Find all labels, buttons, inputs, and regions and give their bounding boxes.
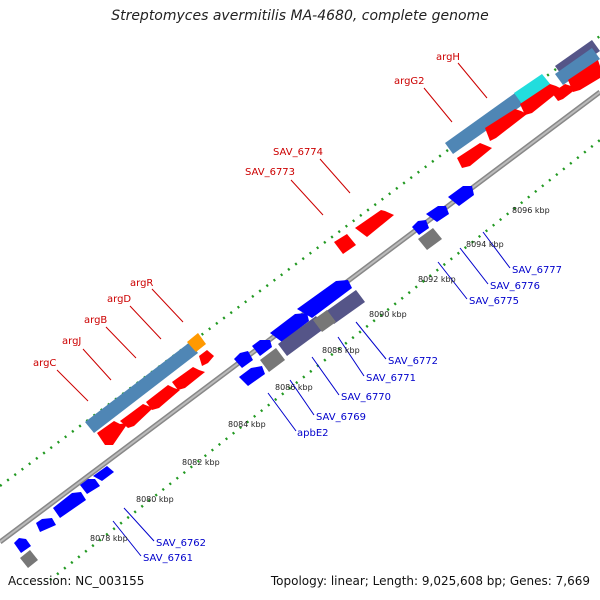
hypothetical-gene[interactable]: [278, 316, 325, 356]
scale-tick-label: 8080 kbp: [136, 495, 174, 504]
reverse-gene-label[interactable]: apbE2: [297, 428, 329, 439]
forward-label-leader: [319, 158, 351, 194]
scale-tick-label: 8078 kbp: [90, 534, 128, 543]
forward-label-leader: [105, 326, 137, 359]
forward-gene[interactable]: [552, 84, 576, 101]
scale-tick-label: 8084 kbp: [228, 420, 266, 429]
reverse-gene-label[interactable]: SAV_6775: [469, 296, 519, 307]
reverse-gene-label[interactable]: SAV_6762: [156, 538, 206, 549]
other-feature[interactable]: [313, 310, 336, 332]
other-feature[interactable]: [418, 228, 442, 250]
reverse-gene[interactable]: [270, 313, 309, 342]
scale-tick-label: 8086 kbp: [275, 383, 313, 392]
reverse-label-leader: [311, 356, 340, 396]
forward-label-leader: [423, 87, 453, 123]
forward-gene-label[interactable]: SAV_6773: [245, 167, 295, 178]
forward-label-leader: [457, 62, 488, 99]
reverse-gene[interactable]: [53, 492, 86, 518]
reverse-gene-labels: SAV_6761 SAV_6762 apbE2 SAV_6769 SAV_6770 SAV…: [112, 231, 562, 564]
reverse-gene-label[interactable]: SAV_6770: [341, 392, 391, 403]
forward-gene[interactable]: [520, 84, 562, 115]
forward-gene[interactable]: [199, 350, 214, 366]
reverse-label-leader: [482, 231, 511, 269]
reverse-label-leader: [337, 336, 365, 377]
forward-label-leader: [82, 348, 112, 381]
forward-label-leader: [290, 179, 324, 216]
other-feature[interactable]: [20, 550, 38, 568]
reverse-gene[interactable]: [239, 366, 265, 386]
dotted-guides: [0, 35, 600, 581]
reverse-label-leader: [437, 261, 468, 300]
map-title: Streptomyces avermitilis MA-4680, comple…: [111, 8, 489, 24]
reverse-label-leader: [355, 321, 387, 360]
scale-tick-label: 8088 kbp: [322, 346, 360, 355]
reverse-gene[interactable]: [14, 538, 31, 553]
orange-feature[interactable]: [187, 333, 206, 352]
forward-gene-label[interactable]: argG2: [394, 76, 425, 87]
hypothetical-gene[interactable]: [325, 290, 365, 324]
forward-gene[interactable]: [568, 60, 600, 92]
forward-gene[interactable]: [485, 109, 527, 141]
reverse-gene[interactable]: [234, 351, 253, 368]
forward-gene[interactable]: [334, 234, 356, 254]
genome-stats-text: Topology: linear; Length: 9,025,608 bp; …: [270, 574, 590, 588]
reverse-label-leader: [289, 379, 315, 416]
reverse-gene-label[interactable]: SAV_6761: [143, 553, 193, 564]
forward-label-leader: [56, 369, 89, 402]
reverse-gene-label[interactable]: SAV_6776: [490, 281, 540, 292]
reverse-gene-label[interactable]: SAV_6769: [316, 412, 366, 423]
forward-gene[interactable]: [146, 385, 180, 410]
scale-tick-labels: 8078 kbp 8080 kbp 8082 kbp 8084 kbp 8086 kbp…: [90, 206, 550, 543]
operon-block-argG2-argH[interactable]: [445, 93, 524, 154]
forward-gene-label[interactable]: argH: [436, 52, 460, 63]
reverse-gene[interactable]: [297, 280, 352, 318]
forward-gene[interactable]: [172, 367, 205, 390]
forward-label-leader: [129, 305, 162, 340]
accession-text: Accession: NC_003155: [8, 574, 145, 588]
forward-label-leader: [151, 288, 184, 323]
scale-tick-label: 8082 kbp: [182, 458, 220, 467]
operon-block-argCJBDR[interactable]: [85, 342, 198, 433]
reverse-gene-label[interactable]: SAV_6771: [366, 373, 416, 384]
reverse-gene[interactable]: [448, 186, 474, 206]
scale-tick-label: 8094 kbp: [466, 240, 504, 249]
forward-gene-label[interactable]: argD: [107, 294, 131, 305]
forward-gene-label[interactable]: argJ: [62, 336, 81, 347]
forward-gene[interactable]: [355, 210, 394, 237]
forward-gene[interactable]: [457, 143, 492, 168]
stacked-blue-feature[interactable]: [555, 48, 600, 85]
lower-dotted-guide: [49, 139, 600, 581]
reverse-gene[interactable]: [93, 466, 114, 481]
gene-features: [14, 40, 600, 568]
forward-gene[interactable]: [97, 421, 128, 445]
reverse-gene-label[interactable]: SAV_6772: [388, 356, 438, 367]
reverse-gene-label[interactable]: SAV_6777: [512, 265, 562, 276]
other-feature[interactable]: [260, 348, 285, 372]
reverse-gene[interactable]: [80, 479, 100, 494]
forward-gene-label[interactable]: argR: [130, 278, 153, 289]
reverse-label-leader: [123, 507, 155, 542]
forward-gene-label[interactable]: SAV_6774: [273, 147, 323, 158]
reverse-gene[interactable]: [36, 518, 56, 532]
cyan-feature[interactable]: [514, 74, 551, 104]
reverse-label-leader: [267, 392, 297, 432]
reverse-label-leader: [112, 520, 142, 557]
reverse-gene[interactable]: [426, 206, 449, 222]
reverse-label-leader: [459, 247, 489, 285]
scale-tick-label: 8090 kbp: [369, 310, 407, 319]
reverse-gene[interactable]: [412, 220, 429, 235]
scale-tick-label: 8096 kbp: [512, 206, 550, 215]
forward-gene-label[interactable]: argC: [33, 358, 56, 369]
reverse-gene[interactable]: [252, 340, 272, 356]
forward-gene[interactable]: [120, 404, 153, 428]
forward-gene-label[interactable]: argB: [84, 315, 107, 326]
scale-tick-label: 8092 kbp: [418, 275, 456, 284]
